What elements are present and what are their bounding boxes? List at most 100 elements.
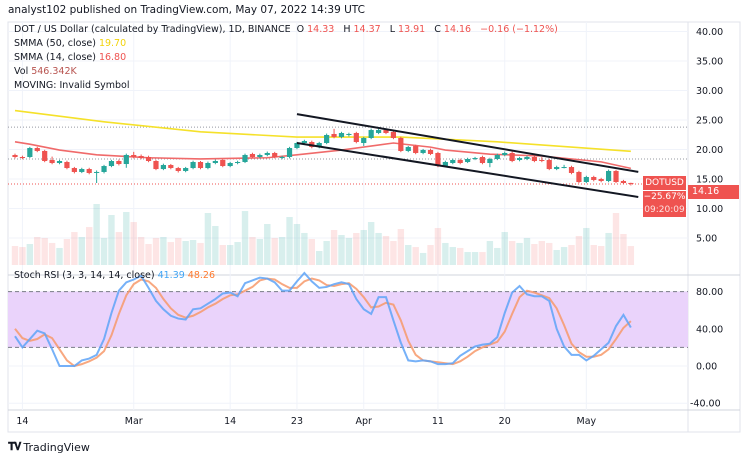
candle-body xyxy=(49,160,55,164)
stoch-k-line xyxy=(14,271,632,367)
volume-bar xyxy=(182,241,189,265)
low-value: 13.91 xyxy=(398,24,426,35)
candle-body xyxy=(331,133,337,137)
moving-legend[interactable]: MOVING: Invalid Symbol xyxy=(14,80,132,91)
volume-bar xyxy=(449,247,456,265)
candle xyxy=(264,151,270,157)
candle-body xyxy=(472,157,478,159)
candle xyxy=(368,128,374,140)
volume-bar xyxy=(516,242,523,265)
time-tick-label: Apr xyxy=(356,416,373,427)
volume-bar xyxy=(494,247,501,265)
volume-bar xyxy=(546,242,553,265)
volume-bar xyxy=(278,237,286,265)
open-value: 14.33 xyxy=(307,24,335,35)
volume-bar xyxy=(375,232,382,265)
candle-body xyxy=(465,158,471,163)
candle xyxy=(457,158,463,165)
candle-body xyxy=(628,182,634,184)
volume-bar xyxy=(568,245,575,265)
change-value: −0.16 (−1.12%) xyxy=(480,24,558,35)
volume-bar xyxy=(523,237,531,265)
candle-body xyxy=(442,162,448,167)
volume-bar xyxy=(249,237,256,265)
candle-body xyxy=(183,168,189,171)
volume-bar xyxy=(197,242,204,265)
candle-body xyxy=(561,167,567,169)
candle xyxy=(465,157,471,164)
tradingview-footer[interactable]: 𝐓𝐕 TradingView xyxy=(8,440,90,454)
volume-bar xyxy=(71,232,78,265)
candle xyxy=(27,146,33,159)
price-tick-label: 5.00 xyxy=(696,234,717,245)
high-value: 14.37 xyxy=(353,24,381,35)
candle-body xyxy=(509,152,515,162)
candle xyxy=(131,151,137,159)
tradingview-logo-icon: 𝐓𝐕 xyxy=(8,440,21,453)
volume-bar xyxy=(627,246,635,265)
stoch-legend[interactable]: Stoch RSI (3, 3, 14, 14, close) 41.39 48.2… xyxy=(14,270,218,281)
smma50-legend[interactable]: SMMA (50, close) 19.70 xyxy=(14,38,129,49)
change-percent: −25.67% xyxy=(643,192,686,202)
volume-bar xyxy=(19,247,26,265)
stoch-label: Stoch RSI (3, 3, 14, 14, close) xyxy=(14,270,155,281)
candle-body xyxy=(450,160,456,164)
candle-body xyxy=(168,165,174,169)
candle xyxy=(628,182,634,186)
last-price: 14.16 xyxy=(692,186,720,197)
volume-bar xyxy=(167,242,175,265)
volume-bar xyxy=(575,236,583,265)
candle xyxy=(539,157,545,163)
candle xyxy=(531,155,537,163)
candle-body xyxy=(479,156,486,164)
volume-bar xyxy=(301,232,308,265)
volume-bar xyxy=(160,237,167,265)
candle xyxy=(145,155,152,163)
candle-body xyxy=(606,170,612,182)
volume-bar xyxy=(316,251,323,265)
candle xyxy=(235,160,241,165)
volume-bar xyxy=(353,232,360,265)
volume-bar xyxy=(264,223,271,265)
candle xyxy=(546,158,552,171)
candle xyxy=(509,151,515,163)
candle-body xyxy=(160,165,166,170)
volume-bar xyxy=(397,228,405,265)
candle-body xyxy=(86,169,92,173)
candle xyxy=(487,157,493,168)
candle xyxy=(361,136,367,146)
volume-legend[interactable]: Vol 546.342K xyxy=(14,66,80,77)
candle-body xyxy=(123,154,129,165)
smma14-legend[interactable]: SMMA (14, close) 16.80 xyxy=(14,52,129,63)
time-tick-label: 20 xyxy=(499,416,511,427)
candle-body xyxy=(427,149,434,154)
time-tick-label: May xyxy=(577,416,597,427)
candle xyxy=(427,148,434,156)
candle xyxy=(175,166,181,173)
candle-body xyxy=(101,166,107,172)
candle-body xyxy=(502,152,508,155)
candle xyxy=(398,136,404,153)
volume-bar xyxy=(419,252,427,265)
volume-bar xyxy=(457,247,464,265)
candle-body xyxy=(598,179,604,182)
candle-body xyxy=(390,131,397,138)
time-tick-label: 23 xyxy=(291,416,303,427)
candle-body xyxy=(138,155,144,158)
candle xyxy=(19,155,26,160)
volume-bar xyxy=(597,246,605,265)
candle-body xyxy=(116,161,122,165)
candle xyxy=(346,132,352,137)
volume-bar xyxy=(442,242,449,265)
candle-body xyxy=(576,171,582,183)
candle-body xyxy=(494,154,500,159)
price-tick-label: 15.00 xyxy=(696,175,723,186)
symbol-title[interactable]: DOT / US Dollar (calculated by TradingVi… xyxy=(14,24,291,35)
volume-bar xyxy=(41,237,48,265)
stoch-tick-label: -40.00 xyxy=(690,399,721,410)
volume-bar xyxy=(508,241,516,265)
volume-bar xyxy=(271,237,278,265)
volume-bar xyxy=(226,245,234,265)
candle xyxy=(71,166,77,174)
